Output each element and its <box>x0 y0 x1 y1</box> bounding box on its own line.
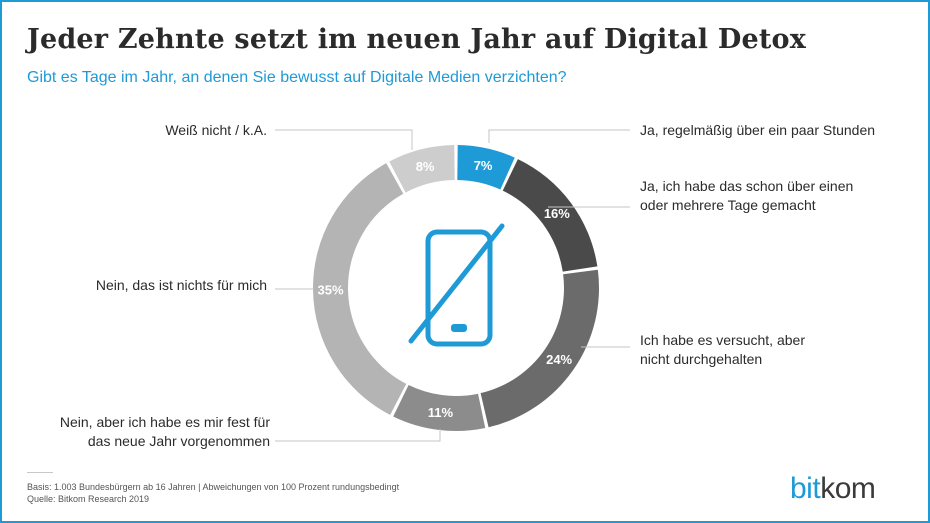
slice-value-label-4: 35% <box>317 282 343 297</box>
chart-subtitle: Gibt es Tage im Jahr, an denen Sie bewus… <box>27 69 567 86</box>
legend-label-vorgenommen: Nein, aber ich habe es mir fest für das … <box>59 414 270 449</box>
donut-slice-5 <box>389 145 455 193</box>
slice-value-label-5: 8% <box>416 159 435 174</box>
leader-line-0 <box>488 129 630 143</box>
donut-slice-4 <box>313 163 407 415</box>
legend-label-weiss-nicht: Weiß nicht / k.A. <box>165 122 267 138</box>
leader-lines <box>275 129 630 442</box>
leader-line-5 <box>275 129 413 150</box>
legend-label-mehrere-tage: Ja, ich habe das schon über einen oder m… <box>640 178 854 213</box>
slice-value-label-1: 16% <box>544 206 570 221</box>
slice-value-labels: 7% 16% 24% 11% 35% 8% <box>317 158 572 420</box>
donut-slice-2 <box>480 269 599 428</box>
donut-slice-1 <box>502 159 598 272</box>
legend-label-nichts-fuer-mich: Nein, das ist nichts für mich <box>95 277 267 293</box>
bitkom-logo: bitkom <box>790 472 876 505</box>
smartphone-crossed-out-icon <box>408 223 505 347</box>
footer-basis: Basis: 1.003 Bundesbürgern ab 16 Jahren … <box>27 482 400 492</box>
footer-rule <box>27 472 53 473</box>
donut-slices <box>313 145 599 431</box>
slice-value-label-3: 11% <box>428 405 454 420</box>
legend-label-versucht: Ich habe es versucht, aber nicht durchge… <box>640 332 805 367</box>
donut-slice-0 <box>457 145 515 190</box>
donut-slice-3 <box>393 385 486 431</box>
slice-value-label-2: 24% <box>546 352 572 367</box>
footer-notes: Basis: 1.003 Bundesbürgern ab 16 Jahren … <box>27 481 399 505</box>
footer-source: Quelle: Bitkom Research 2019 <box>27 494 150 504</box>
legend-label-regelmaessig: Ja, regelmäßig über ein paar Stunden <box>640 122 876 138</box>
slice-value-label-0: 7% <box>474 158 493 173</box>
chart-title: Jeder Zehnte setzt im neuen Jahr auf Dig… <box>27 24 807 55</box>
leader-line-3 <box>275 429 441 442</box>
